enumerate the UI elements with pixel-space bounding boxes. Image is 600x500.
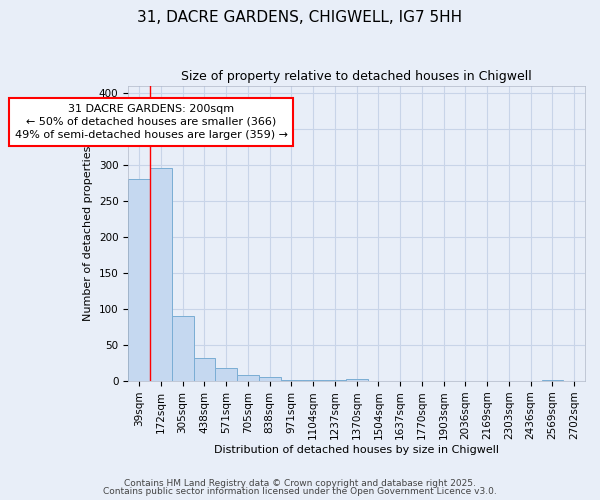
Bar — [302, 380, 324, 381]
X-axis label: Distribution of detached houses by size in Chigwell: Distribution of detached houses by size … — [214, 445, 499, 455]
Bar — [193, 358, 215, 381]
Bar — [128, 179, 150, 381]
Text: 31, DACRE GARDENS, CHIGWELL, IG7 5HH: 31, DACRE GARDENS, CHIGWELL, IG7 5HH — [137, 10, 463, 25]
Bar — [346, 379, 367, 381]
Bar — [324, 380, 346, 381]
Bar — [172, 316, 193, 381]
Text: 31 DACRE GARDENS: 200sqm
← 50% of detached houses are smaller (366)
49% of semi-: 31 DACRE GARDENS: 200sqm ← 50% of detach… — [14, 104, 287, 140]
Y-axis label: Number of detached properties: Number of detached properties — [83, 146, 93, 321]
Title: Size of property relative to detached houses in Chigwell: Size of property relative to detached ho… — [181, 70, 532, 83]
Text: Contains public sector information licensed under the Open Government Licence v3: Contains public sector information licen… — [103, 488, 497, 496]
Text: Contains HM Land Registry data © Crown copyright and database right 2025.: Contains HM Land Registry data © Crown c… — [124, 478, 476, 488]
Bar — [542, 380, 563, 381]
Bar — [150, 168, 172, 381]
Bar — [259, 378, 281, 381]
Bar — [215, 368, 237, 381]
Bar — [281, 380, 302, 381]
Bar — [237, 375, 259, 381]
